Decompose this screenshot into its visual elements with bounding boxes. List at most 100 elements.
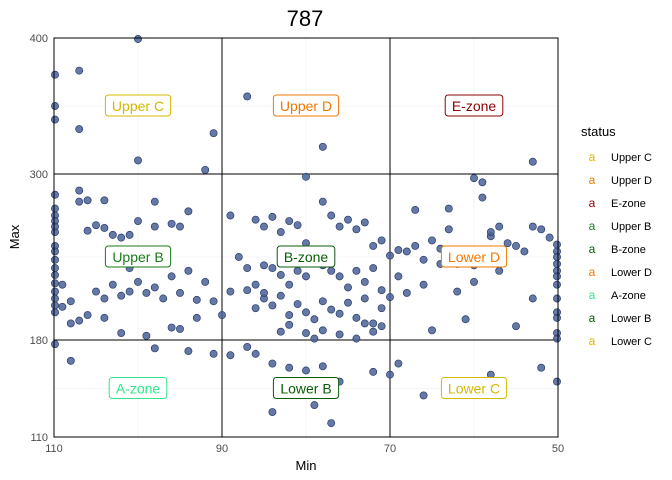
data-point xyxy=(117,233,126,242)
legend-label: Lower C xyxy=(611,336,652,348)
zone-label-box xyxy=(272,94,340,117)
data-point xyxy=(117,291,126,300)
data-point xyxy=(360,319,369,328)
data-point xyxy=(51,190,59,199)
data-point xyxy=(545,233,554,242)
zone-label-text: A-zone xyxy=(116,381,161,397)
data-point xyxy=(66,356,75,365)
data-point xyxy=(461,315,470,324)
legend-key: a xyxy=(589,219,596,233)
data-point xyxy=(150,197,159,206)
x-axis-title: Min xyxy=(296,458,317,473)
data-point xyxy=(528,157,537,166)
data-point xyxy=(512,241,520,250)
data-point xyxy=(302,172,310,181)
data-point xyxy=(528,222,537,231)
data-point xyxy=(134,217,142,225)
x-tick-label: 90 xyxy=(216,443,228,455)
data-point xyxy=(92,287,100,296)
data-point xyxy=(335,330,344,339)
data-point xyxy=(251,215,260,224)
data-point xyxy=(377,236,386,245)
data-point xyxy=(251,304,260,313)
data-point xyxy=(352,334,361,343)
data-point xyxy=(51,264,59,273)
legend-key: a xyxy=(589,265,596,279)
legend-key: a xyxy=(589,334,596,348)
data-point xyxy=(66,319,75,328)
legend-key: a xyxy=(589,173,596,187)
data-point xyxy=(503,239,512,248)
zone-label-box xyxy=(272,377,340,399)
data-point xyxy=(92,221,100,230)
data-point xyxy=(134,156,142,165)
zone-label-box xyxy=(108,377,168,399)
legend-key: a xyxy=(589,196,596,210)
data-point xyxy=(327,266,336,275)
data-point xyxy=(293,300,302,308)
data-point xyxy=(75,316,84,325)
data-point xyxy=(150,222,159,231)
data-point xyxy=(285,217,294,225)
data-point xyxy=(419,255,428,264)
data-point xyxy=(360,277,369,286)
data-point xyxy=(83,226,92,235)
data-point xyxy=(470,277,478,286)
legend-label: B-zone xyxy=(611,244,646,256)
x-tick-label: 110 xyxy=(45,443,63,455)
y-tick-label: 400 xyxy=(30,33,48,45)
data-point xyxy=(251,280,260,289)
zone-label: Lower C xyxy=(440,377,508,399)
data-point xyxy=(268,212,277,221)
data-point xyxy=(226,351,235,360)
data-point xyxy=(318,197,327,206)
data-point xyxy=(167,323,176,332)
data-point xyxy=(209,349,218,358)
data-point xyxy=(209,129,218,138)
zone-label: Upper C xyxy=(104,94,172,117)
data-point xyxy=(51,308,59,317)
data-point xyxy=(260,261,268,270)
data-point xyxy=(108,230,117,239)
zone-label-text: Lower C xyxy=(448,381,500,397)
data-point xyxy=(302,329,310,338)
data-point xyxy=(310,334,319,343)
data-point xyxy=(234,253,243,261)
data-point xyxy=(285,280,294,289)
zone-label-box xyxy=(276,245,336,268)
data-point xyxy=(310,401,319,410)
data-point xyxy=(411,241,420,250)
data-point xyxy=(66,297,75,306)
data-point xyxy=(478,193,487,202)
data-point xyxy=(201,277,210,286)
zone-label-text: Upper D xyxy=(280,98,332,114)
zone-label: Upper B xyxy=(104,245,172,268)
data-point xyxy=(243,264,252,273)
data-point xyxy=(327,211,336,220)
zone-label-text: Lower B xyxy=(280,381,331,397)
legend: status a Upper C a Upper D a E-zone a Upper B a B… xyxy=(581,124,652,348)
y-axis-title: Max xyxy=(7,224,22,249)
y-tick-label: 180 xyxy=(30,335,48,347)
data-point xyxy=(495,222,504,231)
data-point xyxy=(268,408,277,417)
data-point xyxy=(58,280,67,289)
data-point xyxy=(125,287,134,296)
data-point xyxy=(553,313,561,322)
data-point xyxy=(51,340,59,349)
zone-label-text: Upper C xyxy=(112,98,164,114)
data-point xyxy=(444,204,453,213)
data-point xyxy=(176,222,184,231)
data-point xyxy=(268,359,277,368)
data-point xyxy=(108,280,117,289)
data-point xyxy=(512,322,520,331)
data-point xyxy=(377,322,386,331)
data-point xyxy=(386,293,394,302)
data-point xyxy=(209,297,218,306)
data-point xyxy=(344,283,352,292)
data-point xyxy=(268,301,277,310)
zone-label-text: Lower D xyxy=(448,249,500,265)
data-point xyxy=(335,222,344,231)
data-point xyxy=(495,266,504,275)
data-point xyxy=(268,264,277,273)
